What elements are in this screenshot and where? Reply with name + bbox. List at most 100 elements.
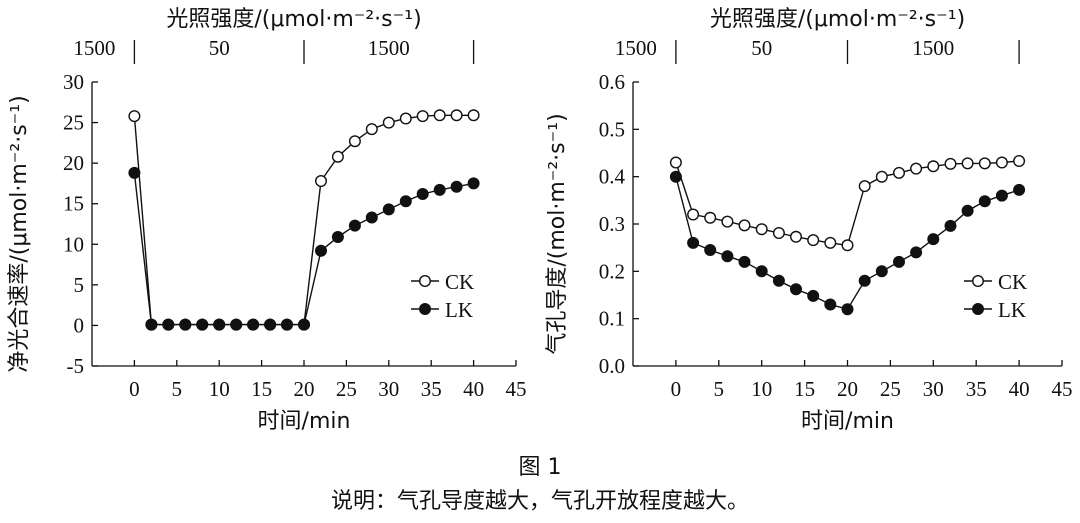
chart1-series-LK-point — [179, 318, 192, 331]
chart2-series-CK-point — [978, 157, 991, 170]
chart1-series-LK-point — [399, 195, 412, 208]
chart2-series-CK-point — [755, 223, 768, 236]
chart2-series-LK-point — [721, 250, 734, 263]
chart2-series-CK-point — [995, 156, 1008, 169]
chart2-y-tick-label: 0.2 — [599, 259, 625, 283]
chart2-series-CK-point — [893, 166, 906, 179]
chart2-series-LK-point — [944, 219, 957, 232]
chart1-legend-LK-marker — [419, 303, 432, 316]
chart2-series-LK-point — [858, 274, 871, 287]
chart2-top-axis-label: 光照强度/(μmol·m⁻²·s⁻¹) — [710, 7, 965, 32]
chart1-x-tick-label: 15 — [251, 377, 272, 401]
chart2-x-tick-label: 45 — [1052, 377, 1073, 401]
chart2-series-LK-point — [669, 170, 682, 183]
chart2-x-tick-label: 0 — [671, 377, 682, 401]
chart2-series-CK-point — [910, 162, 923, 175]
chart2-series-LK-point — [978, 195, 991, 208]
chart2-series-LK-point — [807, 289, 820, 302]
chart2-legend-CK-marker — [972, 275, 985, 288]
chart1-series-CK-point — [315, 174, 328, 187]
chart2-y-tick-label: 0.6 — [599, 70, 625, 94]
chart2-series-CK-point — [875, 170, 888, 183]
chart2-series-CK-point — [687, 208, 700, 221]
chart2-series-LK-point — [927, 233, 940, 246]
chart1-series-CK-point — [331, 150, 344, 163]
chart1-x-tick-label: 20 — [294, 377, 315, 401]
chart1-legend-CK-label: CK — [445, 270, 474, 294]
chart1-series-LK-point — [264, 318, 277, 331]
chart1-series-LK-point — [230, 318, 243, 331]
chart1-legend-CK-marker — [419, 275, 432, 288]
chart1-top-axis-label: 光照强度/(μmol·m⁻²·s⁻¹) — [166, 7, 421, 32]
chart2-series-CK-point — [772, 226, 785, 239]
chart1-series-LK-point — [315, 244, 328, 257]
chart2-series-LK-point — [704, 243, 717, 256]
chart1-series-CK-point — [433, 109, 446, 122]
chart2-y-tick-label: 0.0 — [599, 354, 625, 378]
chart1-series-LK-point — [298, 318, 311, 331]
chart1-x-tick-label: 10 — [209, 377, 230, 401]
chart2-series-LK-point — [738, 255, 751, 268]
figure-caption: 图 1 — [519, 455, 562, 480]
chart2-series-LK-point — [772, 274, 785, 287]
chart1-series-CK-point — [467, 109, 480, 122]
chart1-series-LK-point — [281, 318, 294, 331]
chart1-top-intensity-label: 50 — [209, 36, 230, 60]
chart2-series-CK-line — [675, 160, 1020, 247]
chart2-series-CK-point — [824, 236, 837, 249]
chart2-x-tick-label: 25 — [880, 377, 901, 401]
chart1-y-tick-label: 5 — [74, 273, 85, 297]
chart2-series-LK-point — [995, 189, 1008, 202]
chart2-series-CK-point — [858, 180, 871, 193]
chart2-series-LK-point — [755, 265, 768, 278]
chart1-x-tick-label: 35 — [421, 377, 442, 401]
chart2-series-LK-point — [824, 298, 837, 311]
chart1-y-tick-label: 0 — [74, 313, 85, 337]
chart1-top-intensity-label: 1500 — [368, 36, 410, 60]
chart1-x-tick-label: 40 — [463, 377, 484, 401]
chart1-series-CK-point — [348, 135, 361, 148]
chart1-x-tick-label: 0 — [129, 377, 140, 401]
chart1-series-LK-point — [247, 318, 260, 331]
chart2-series-CK-point — [738, 219, 751, 232]
chart2-y-tick-label: 0.4 — [599, 165, 626, 189]
chart2-series-LK-point — [841, 303, 854, 316]
chart1-series-LK-point — [213, 318, 226, 331]
chart1-x-tick-label: 45 — [506, 377, 527, 401]
chart2-top-intensity-label: 50 — [751, 36, 772, 60]
chart2-series-CK-point — [669, 156, 682, 169]
chart2-series-CK-point — [841, 239, 854, 252]
chart2-x-label: 时间/min — [801, 409, 894, 434]
chart1-series-LK-point — [416, 187, 429, 200]
chart1-series-LK-point — [467, 177, 480, 190]
chart1-series-LK-point — [145, 318, 158, 331]
chart2-y-label: 气孔导度/(mol·m⁻²·s⁻¹) — [545, 113, 570, 354]
chart1-x-tick-label: 30 — [378, 377, 399, 401]
chart2-series-LK-point — [875, 265, 888, 278]
chart2-series-CK-point — [704, 211, 717, 224]
chart1-series-CK-point — [399, 112, 412, 125]
chart1-y-tick-label: 15 — [63, 192, 84, 216]
chart1-y-tick-label: -5 — [67, 354, 85, 378]
chart1-y-tick-label: 20 — [63, 151, 84, 175]
chart1-x-tick-label: 5 — [172, 377, 183, 401]
chart2-x-tick-label: 5 — [714, 377, 725, 401]
chart2-series-CK-point — [944, 157, 957, 170]
chart1-top-intensity-label: 1500 — [73, 36, 115, 60]
chart1-y-tick-label: 25 — [63, 111, 84, 135]
chart2-x-tick-label: 30 — [923, 377, 944, 401]
chart1-x-tick-label: 25 — [336, 377, 357, 401]
chart1-series-CK-point — [365, 123, 378, 136]
chart1-x-label: 时间/min — [258, 409, 351, 434]
chart1-y-tick-label: 10 — [63, 232, 84, 256]
chart1-series-LK-point — [365, 211, 378, 224]
chart2-series-CK-point — [790, 230, 803, 243]
chart2-x-tick-label: 35 — [966, 377, 987, 401]
chart2-series-LK-point — [1013, 183, 1026, 196]
chart2-legend-LK-marker — [972, 303, 985, 316]
chart2-series-LK-point — [910, 246, 923, 259]
chart2-x-tick-label: 40 — [1009, 377, 1030, 401]
chart1-series-LK-point — [196, 318, 209, 331]
chart1-legend-LK-label: LK — [445, 298, 473, 322]
